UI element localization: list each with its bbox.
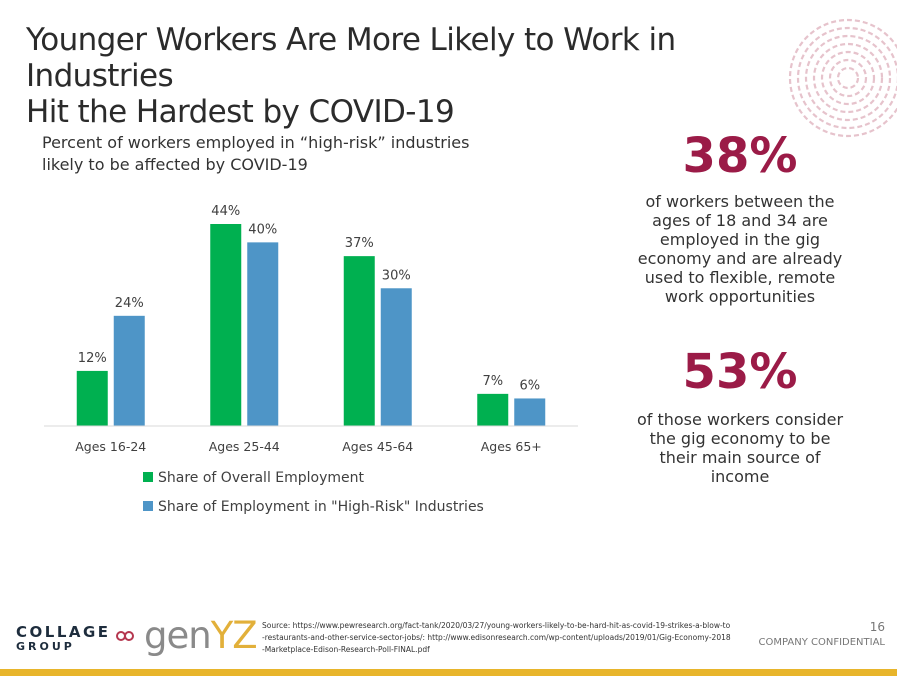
stat-text-main-income: of those workers consider the gig econom… [636,410,844,486]
stat-block-main-income: 53% of those workers consider the gig ec… [630,344,850,486]
legend-entry-1: Share of Employment in "High-Risk" Indus… [158,499,484,515]
bar-overall-3 [477,393,509,426]
title-line-1: Younger Workers Are More Likely to Work … [26,22,676,94]
stat-value-53: 53% [682,344,798,400]
genyz-logo: genYZ [144,614,258,657]
bar-overall-2 [343,256,375,426]
data-label-overall-1: 44% [211,204,240,219]
page-number: 16 [869,620,885,634]
x-tick-label-1: Ages 25-44 [209,439,280,454]
stat-text-gig-workers: of workers between the ages of 18 and 34… [637,192,843,306]
data-label-high-risk-0: 24% [115,296,144,311]
footer-bar [0,669,897,676]
data-label-high-risk-1: 40% [248,222,277,237]
data-label-overall-3: 7% [482,374,503,389]
bar-high-risk-3 [514,398,546,426]
bar-overall-1 [210,224,242,426]
x-tick-label-3: Ages 65+ [481,439,542,454]
chart-title: Percent of workers employed in “high-ris… [42,133,470,174]
genyz-logo-gen: gen [144,614,212,657]
confidential-label: COMPANY CONFIDENTIAL [758,637,885,648]
decorative-circles-icon [788,18,897,138]
slide-title: Younger Workers Are More Likely to Work … [26,22,786,130]
legend-swatch-1 [143,501,153,511]
data-label-high-risk-2: 30% [382,268,411,283]
data-label-overall-2: 37% [345,236,374,251]
stat-value-38: 38% [682,128,798,184]
bar-overall-0 [76,370,108,426]
stat-block-gig-workers: 38% of workers between the ages of 18 an… [630,128,850,306]
title-line-2: Hit the Hardest by COVID-19 [26,94,455,130]
genyz-logo-yz: YZ [210,614,258,657]
collage-group-logo: COLLAGE GROUP [16,624,111,654]
infinity-icon [116,631,134,641]
bar-high-risk-0 [113,315,145,426]
x-tick-label-2: Ages 45-64 [342,439,413,454]
source-citation: Source: https://www.pewresearch.org/fact… [262,621,731,654]
bar-high-risk-1 [247,242,279,426]
bar-high-risk-2 [380,288,412,426]
collage-logo-line2: GROUP [16,640,75,653]
legend-entry-0: Share of Overall Employment [158,470,365,486]
bar-chart: 12% 24% Ages 16-24 44% 40% Ages 25-44 37% 30% Ag… [44,204,578,515]
data-label-overall-0: 12% [78,351,107,366]
collage-logo-line1: COLLAGE [16,623,111,641]
x-tick-label-0: Ages 16-24 [75,439,146,454]
legend-swatch-0 [143,472,153,482]
data-label-high-risk-3: 6% [519,378,540,393]
